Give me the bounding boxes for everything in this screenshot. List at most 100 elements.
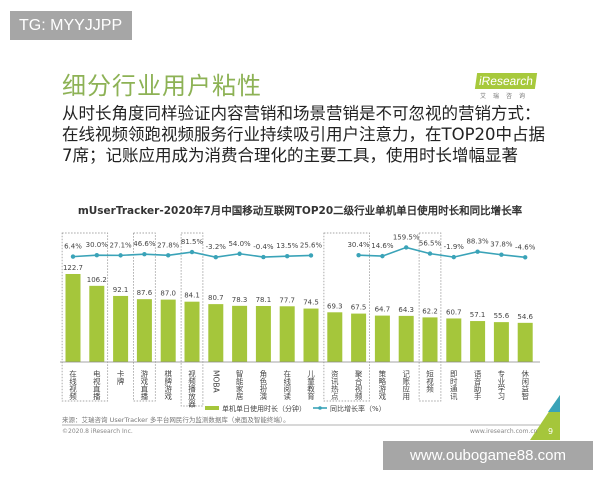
growth-label: 56.5%: [419, 240, 442, 248]
growth-label: 30.0%: [86, 241, 109, 249]
bar-value-label: 84.1: [184, 292, 200, 300]
highlight-box: [61, 232, 109, 402]
growth-line: [358, 246, 526, 259]
growth-label: 13.5%: [276, 242, 299, 250]
category-label: 儿童教育: [306, 370, 315, 402]
growth-label: -1.9%: [444, 243, 465, 251]
bar-value-label: 87.6: [137, 289, 153, 297]
growth-label: 159.5%: [393, 233, 420, 241]
bar: [351, 313, 367, 362]
bar-value-label: 64.7: [375, 306, 391, 314]
category-label: 角色扮演: [259, 369, 268, 402]
corner-decoration: [548, 395, 560, 412]
category-label: 电视直播: [92, 369, 101, 402]
bar: [422, 317, 438, 362]
copyright: ©2020.8 iResearch Inc.: [62, 428, 133, 435]
growth-label: 27.1%: [109, 241, 132, 249]
highlight-box: [418, 232, 442, 402]
growth-point: [380, 253, 385, 259]
bar: [65, 274, 81, 362]
bar: [279, 306, 295, 362]
growth-label: 6.4%: [64, 243, 82, 251]
bar: [327, 312, 343, 362]
bar: [470, 321, 486, 362]
bar: [160, 299, 176, 362]
growth-point: [166, 253, 171, 258]
logo-cn: 艾瑞咨询: [480, 93, 533, 100]
bar-value-label: 87.0: [160, 290, 176, 298]
growth-label: 81.5%: [181, 238, 204, 246]
iresearch-logo: iResearch 艾瑞咨询: [474, 70, 538, 100]
highlight-box: [133, 232, 156, 402]
category-label: 专业学习: [497, 369, 506, 402]
growth-label: 37.8%: [490, 241, 513, 249]
growth-label: 25.6%: [300, 241, 323, 249]
bar-value-label: 54.6: [517, 313, 533, 321]
growth-label: 46.6%: [133, 240, 156, 248]
growth-point: [142, 252, 147, 257]
page-number: 9: [548, 427, 554, 436]
bar: [255, 305, 271, 362]
growth-point: [475, 249, 480, 254]
growth-point: [427, 251, 433, 256]
category-label: MOBA: [211, 370, 220, 394]
category-label: 游戏直播: [140, 369, 149, 402]
bar: [446, 318, 462, 362]
growth-point: [213, 254, 218, 260]
bar-value-label: 78.1: [256, 296, 272, 304]
growth-point: [285, 253, 290, 259]
growth-point: [94, 253, 100, 258]
bar-value-label: 106.2: [87, 276, 107, 284]
growth-point: [261, 254, 266, 260]
bar: [89, 285, 105, 362]
growth-point: [118, 253, 123, 258]
bar-value-label: 80.7: [208, 294, 224, 302]
category-label: 在线阅读: [282, 369, 291, 402]
legend-bar-label: 单机单日使用时长（分钟）: [222, 404, 306, 413]
growth-point: [70, 254, 76, 259]
website: www.iresearch.com.cn: [470, 428, 538, 435]
bar-value-label: 122.7: [63, 264, 83, 272]
legend-line-marker: [318, 406, 322, 410]
bar: [398, 315, 414, 362]
highlight-box: [180, 232, 204, 407]
watermark-bottom: www.oubogame88.com: [383, 441, 593, 470]
watermark-top: TG: MYYJJPP: [10, 11, 132, 40]
category-label: 语音助手: [473, 369, 482, 402]
bar: [303, 308, 319, 362]
category-label: 视频播放器: [187, 369, 196, 409]
bar: [517, 322, 533, 362]
growth-point: [189, 249, 195, 255]
growth-point: [451, 254, 456, 260]
category-label: 智能家居: [235, 369, 244, 402]
bar: [374, 315, 390, 362]
category-label: 资讯热点: [330, 369, 339, 402]
category-label: 聚合视频: [354, 370, 363, 402]
bar-value-label: 62.2: [422, 307, 438, 315]
category-label: 短视频: [425, 369, 434, 394]
growth-label: -4.6%: [515, 243, 536, 251]
bar-value-label: 92.1: [113, 286, 129, 294]
legend-line-label: 同比增长率（%）: [330, 404, 386, 413]
bar-value-label: 78.3: [232, 296, 248, 304]
bar: [232, 305, 248, 362]
growth-point: [356, 252, 361, 258]
growth-label: 27.8%: [157, 241, 180, 249]
category-label: 在线视频: [68, 369, 77, 402]
growth-point: [308, 253, 314, 258]
growth-label: 30.4%: [347, 241, 370, 249]
bar: [184, 301, 200, 362]
growth-label: 54.0%: [228, 240, 251, 248]
source-note: 来源：艾瑞咨询 UserTracker 多平台网民行为监测数据库（桌面及智能终端…: [62, 416, 290, 424]
slide-title: 细分行业用户粘性: [62, 72, 262, 100]
growth-label: -0.4%: [253, 243, 274, 251]
growth-label: -3.2%: [206, 243, 227, 251]
bar: [493, 322, 509, 362]
bar: [136, 299, 152, 362]
legend-bar-swatch: [205, 406, 219, 410]
growth-point: [523, 255, 528, 260]
category-label: 即时通讯: [449, 370, 458, 402]
bar-value-label: 64.3: [398, 306, 414, 314]
category-label: 记账应用: [401, 370, 410, 402]
